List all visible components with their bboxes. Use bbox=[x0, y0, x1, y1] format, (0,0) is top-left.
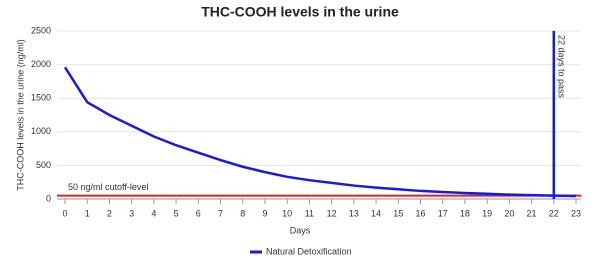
x-tick-label: 9 bbox=[262, 208, 267, 218]
x-tick-label: 17 bbox=[438, 208, 448, 218]
x-tick-label: 13 bbox=[349, 208, 359, 218]
x-axis-label: Days bbox=[290, 225, 311, 235]
x-tick-label: 2 bbox=[107, 208, 112, 218]
x-tick-label: 19 bbox=[482, 208, 492, 218]
x-tick-label: 1 bbox=[85, 208, 90, 218]
chart-title: THC-COOH levels in the urine bbox=[201, 4, 399, 20]
x-tick-label: 6 bbox=[196, 208, 201, 218]
y-tick-label: 0 bbox=[46, 193, 51, 203]
x-tick-label: 10 bbox=[282, 208, 292, 218]
cutoff-label: 50 ng/ml cutoff-level bbox=[68, 182, 148, 192]
x-tick-label: 20 bbox=[504, 208, 514, 218]
y-tick-label: 2000 bbox=[31, 59, 51, 69]
series-line bbox=[63, 66, 577, 198]
y-tick-label: 500 bbox=[36, 160, 51, 170]
x-tick-label: 15 bbox=[393, 208, 403, 218]
x-tick-label: 11 bbox=[305, 208, 314, 218]
y-tick-label: 2500 bbox=[31, 25, 51, 35]
y-tick-label: 1500 bbox=[31, 93, 51, 103]
x-tick-label: 3 bbox=[129, 208, 134, 218]
x-tick-label: 18 bbox=[460, 208, 470, 218]
x-tick-label: 21 bbox=[527, 208, 537, 218]
annotation-label: 22 days to pass bbox=[556, 35, 566, 99]
y-axis-label: THC-COOH levels in the urine (ng/ml) bbox=[15, 39, 25, 191]
x-tick-label: 7 bbox=[218, 208, 223, 218]
x-tick-label: 5 bbox=[174, 208, 179, 218]
x-tick-label: 14 bbox=[371, 208, 381, 218]
x-tick-label: 8 bbox=[240, 208, 245, 218]
x-tick-label: 23 bbox=[571, 208, 581, 218]
x-tick-label: 0 bbox=[62, 208, 67, 218]
y-tick-label: 1000 bbox=[31, 126, 51, 136]
x-tick-label: 16 bbox=[415, 208, 425, 218]
x-tick-label: 4 bbox=[151, 208, 156, 218]
x-tick-label: 12 bbox=[327, 208, 337, 218]
x-tick-label: 22 bbox=[549, 208, 559, 218]
legend-label: Natural Detoxification bbox=[266, 246, 352, 256]
